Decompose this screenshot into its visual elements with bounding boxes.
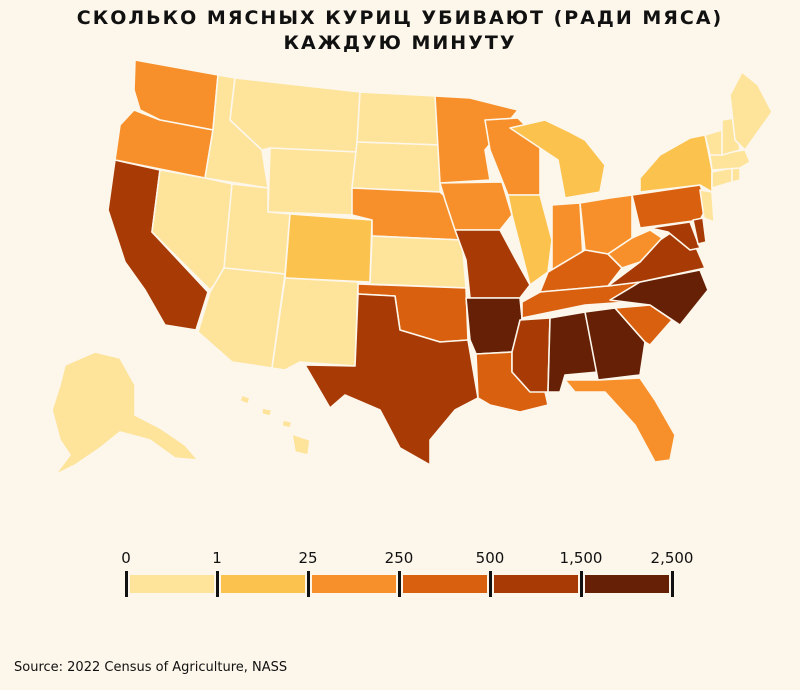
map-title-line-1: СКОЛЬКО МЯСНЫХ КУРИЦ УБИВАЮТ (РАДИ МЯСА): [76, 7, 724, 29]
state-ME: [729, 71, 773, 151]
map-title: СКОЛЬКО МЯСНЫХ КУРИЦ УБИВАЮТ (РАДИ МЯСА)…: [0, 6, 800, 56]
state-MO: [454, 229, 531, 299]
state-SD: [351, 141, 441, 193]
state-CO: [284, 213, 373, 283]
state-RI: [731, 167, 741, 183]
state-NY: [639, 134, 713, 193]
state-MI: [509, 119, 606, 199]
state-DE: [692, 217, 707, 245]
state-NJ: [699, 189, 715, 223]
state-ND: [356, 91, 441, 146]
state-AK: [51, 351, 199, 476]
state-SC: [614, 304, 673, 346]
state-WY: [267, 147, 358, 216]
source-note: Source: 2022 Census of Agriculture, NASS: [14, 660, 288, 675]
map-title-line-2: КАЖДУЮ МИНУТУ: [283, 32, 517, 54]
state-TX: [304, 293, 479, 466]
state-MD: [649, 221, 701, 251]
state-KS: [369, 235, 467, 289]
state-HI: [239, 394, 311, 456]
state-CT: [711, 167, 733, 189]
state-NM: [271, 277, 359, 371]
state-FL: [564, 377, 676, 463]
state-WV: [607, 229, 663, 269]
